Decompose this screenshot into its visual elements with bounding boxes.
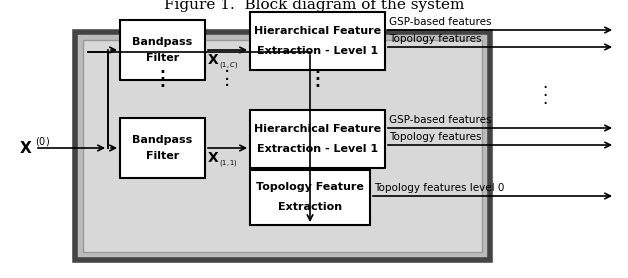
Text: $(0)$: $(0)$ bbox=[35, 135, 50, 148]
Text: $\mathbf{X}$: $\mathbf{X}$ bbox=[207, 53, 219, 67]
Text: ·: · bbox=[224, 63, 230, 83]
Text: $\mathbf{X}$: $\mathbf{X}$ bbox=[207, 151, 219, 165]
Text: GSP-based features: GSP-based features bbox=[389, 115, 492, 125]
Text: ·: · bbox=[158, 68, 166, 92]
Text: $\mathbf{X}$: $\mathbf{X}$ bbox=[19, 140, 32, 156]
Text: ·: · bbox=[158, 75, 166, 99]
Text: ·: · bbox=[158, 61, 166, 85]
Text: Bandpass: Bandpass bbox=[133, 37, 193, 47]
Text: Extraction - Level 1: Extraction - Level 1 bbox=[257, 144, 378, 154]
Text: ·: · bbox=[313, 68, 322, 92]
Text: Filter: Filter bbox=[146, 53, 179, 63]
Text: Filter: Filter bbox=[146, 151, 179, 161]
Bar bbox=[83, 40, 482, 252]
Bar bbox=[250, 12, 385, 70]
Text: GSP-based features: GSP-based features bbox=[389, 17, 492, 27]
Text: Extraction: Extraction bbox=[278, 202, 342, 212]
Text: Topology features: Topology features bbox=[389, 132, 482, 142]
Text: ·: · bbox=[313, 75, 322, 99]
Text: ·: · bbox=[543, 79, 548, 97]
Text: Figure 1.  Block diagram of the system: Figure 1. Block diagram of the system bbox=[164, 0, 464, 12]
Text: ·: · bbox=[224, 78, 230, 96]
Text: ·: · bbox=[224, 71, 230, 90]
Text: Bandpass: Bandpass bbox=[133, 135, 193, 145]
Text: Topology features: Topology features bbox=[389, 34, 482, 44]
Bar bbox=[250, 170, 370, 225]
Text: Topology Feature: Topology Feature bbox=[256, 182, 364, 192]
Bar bbox=[120, 20, 205, 80]
Text: Topology features level 0: Topology features level 0 bbox=[374, 183, 504, 193]
Text: $^{(1,1)}$: $^{(1,1)}$ bbox=[219, 161, 238, 171]
Text: ·: · bbox=[313, 61, 322, 85]
Text: ·: · bbox=[543, 87, 548, 105]
Text: $^{(1,C)}$: $^{(1,C)}$ bbox=[219, 63, 239, 73]
Text: Extraction - Level 1: Extraction - Level 1 bbox=[257, 46, 378, 56]
Text: ·: · bbox=[543, 95, 548, 113]
Text: Hierarchical Feature: Hierarchical Feature bbox=[254, 124, 381, 134]
Bar bbox=[75, 32, 490, 260]
Bar bbox=[120, 118, 205, 178]
Bar bbox=[250, 110, 385, 168]
Text: Hierarchical Feature: Hierarchical Feature bbox=[254, 26, 381, 36]
